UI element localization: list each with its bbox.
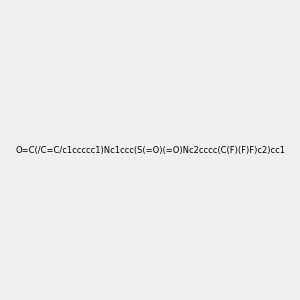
Text: O=C(/C=C/c1ccccc1)Nc1ccc(S(=O)(=O)Nc2cccc(C(F)(F)F)c2)cc1: O=C(/C=C/c1ccccc1)Nc1ccc(S(=O)(=O)Nc2ccc…: [15, 146, 285, 154]
